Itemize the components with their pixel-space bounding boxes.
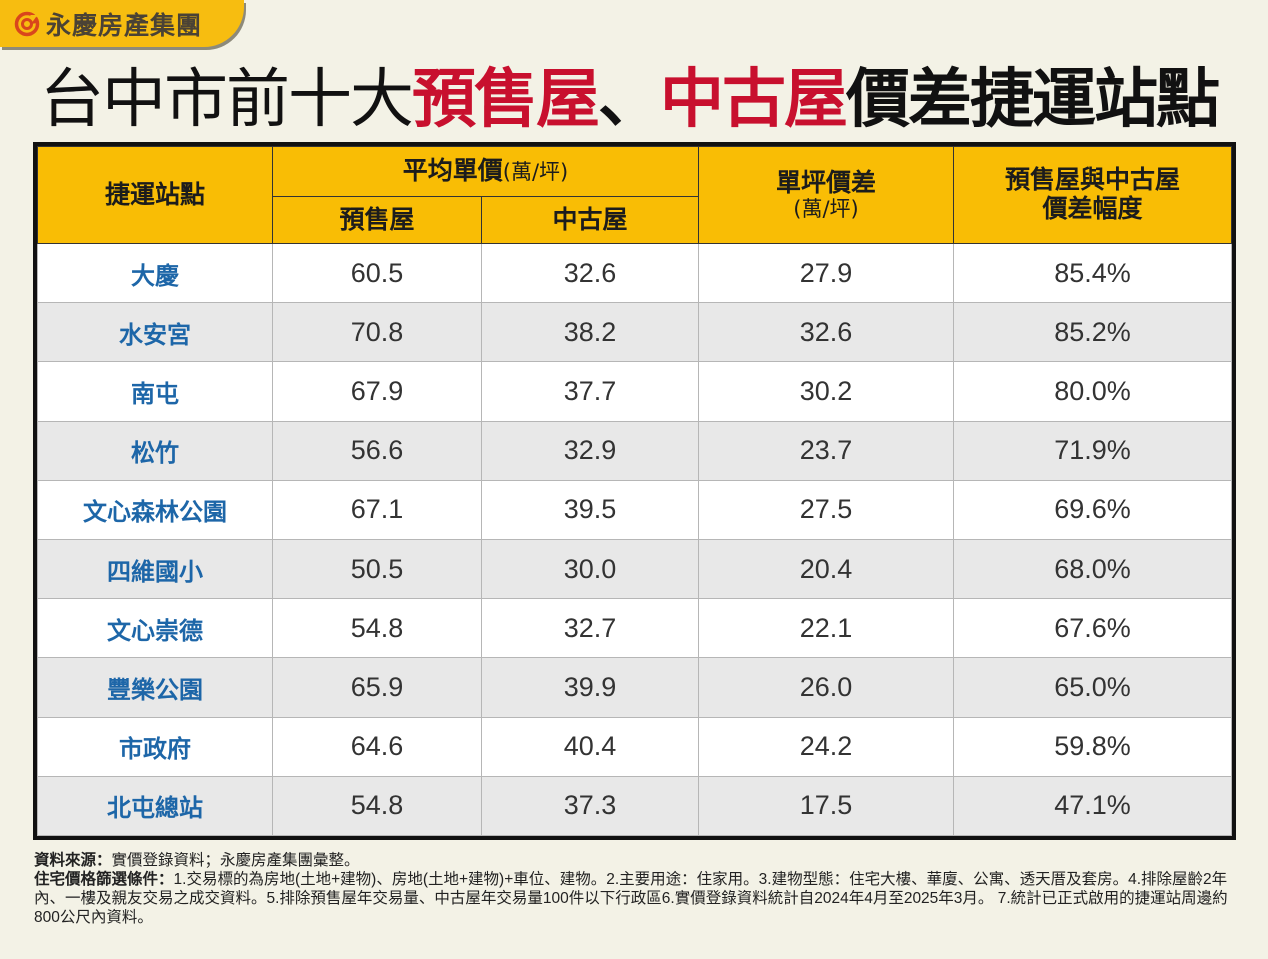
criteria-note: 住宅價格篩選條件：1.交易標的為房地(土地+建物)、房地(土地+建物)+車位、建…	[34, 870, 1234, 927]
cell-station: 南屯	[37, 361, 273, 422]
cell-station: 豐樂公園	[37, 657, 273, 718]
cell-gap: 85.4%	[953, 242, 1232, 304]
cell-gap: 47.1%	[953, 775, 1232, 837]
table-row: 水安宮 70.8 38.2 32.6 85.2%	[37, 302, 1232, 363]
cell-gap: 80.0%	[953, 361, 1232, 422]
cell-station: 大慶	[37, 242, 273, 304]
cell-diff: 27.5	[698, 479, 955, 540]
title-part-presale: 預售屋	[412, 63, 600, 137]
cell-station: 文心崇德	[37, 598, 273, 659]
header-diff: 單坪價差 (萬/坪)	[698, 146, 955, 244]
cell-diff: 30.2	[698, 361, 955, 422]
criteria-text: 1.交易標的為房地(土地+建物)、房地(土地+建物)+車位、建物。2.主要用途：…	[34, 871, 1228, 926]
cell-gap: 59.8%	[953, 716, 1232, 777]
table-row: 北屯總站 54.8 37.3 17.5 47.1%	[37, 775, 1232, 837]
cell-station: 北屯總站	[37, 775, 273, 837]
page-title: 台中市前十大預售屋、中古屋價差捷運站點	[40, 62, 1220, 138]
title-separator: 、	[598, 63, 662, 137]
table-row: 市政府 64.6 40.4 24.2 59.8%	[37, 716, 1232, 777]
price-gap-table: 捷運站點 平均單價(萬/坪) 單坪價差 (萬/坪) 預售屋與中古屋 價差幅度 預售屋…	[33, 142, 1236, 840]
title-part-city: 台中市前十大	[40, 63, 414, 137]
header-gap: 預售屋與中古屋 價差幅度	[953, 146, 1232, 244]
criteria-label: 住宅價格篩選條件：	[34, 871, 174, 888]
table-row: 文心森林公園 67.1 39.5 27.5 69.6%	[37, 479, 1232, 540]
cell-presale: 54.8	[272, 775, 482, 837]
header-gap-line2: 價差幅度	[1042, 194, 1143, 223]
table-row: 四維國小 50.5 30.0 20.4 68.0%	[37, 538, 1232, 600]
cell-diff: 26.0	[698, 657, 955, 718]
cell-station: 四維國小	[37, 538, 273, 600]
table-row: 大慶 60.5 32.6 27.9 85.4%	[37, 242, 1232, 304]
cell-presale: 56.6	[272, 420, 482, 481]
cell-presale: 67.1	[272, 479, 482, 540]
cell-diff: 23.7	[698, 420, 955, 481]
cell-diff: 17.5	[698, 775, 955, 837]
cell-presale: 60.5	[272, 242, 482, 304]
table-row: 松竹 56.6 32.9 23.7 71.9%	[37, 420, 1232, 481]
title-part-resale: 中古屋	[660, 63, 848, 137]
header-avg-price: 平均單價(萬/坪)	[271, 146, 700, 197]
cell-gap: 71.9%	[953, 420, 1232, 481]
header-station: 捷運站點	[37, 146, 273, 244]
table-row: 豐樂公園 65.9 39.9 26.0 65.0%	[37, 657, 1232, 718]
cell-presale: 50.5	[272, 538, 482, 600]
table-row: 南屯 67.9 37.7 30.2 80.0%	[37, 361, 1232, 422]
header-avg-price-label: 平均單價	[402, 156, 503, 186]
cell-resale: 32.6	[480, 242, 700, 304]
cell-resale: 32.7	[480, 598, 700, 659]
cell-station: 松竹	[37, 420, 273, 481]
cell-gap: 69.6%	[953, 479, 1232, 540]
brand-name: 永慶房產集團	[46, 10, 203, 40]
cell-presale: 64.6	[272, 716, 482, 777]
header-presale: 預售屋	[272, 196, 482, 244]
cell-resale: 40.4	[480, 716, 700, 777]
source-text: 實價登錄資料；永慶房產集團彙整。	[111, 852, 360, 869]
cell-station: 文心森林公園	[37, 479, 273, 540]
cell-diff: 24.2	[698, 716, 955, 777]
header-diff-label: 單坪價差	[776, 167, 877, 197]
cell-resale: 32.9	[480, 420, 700, 481]
cell-resale: 37.3	[480, 775, 700, 837]
cell-gap: 65.0%	[953, 657, 1232, 718]
footnotes: 資料來源：實價登錄資料；永慶房產集團彙整。 住宅價格篩選條件：1.交易標的為房地…	[34, 851, 1234, 927]
cell-resale: 30.0	[480, 538, 700, 600]
source-label: 資料來源：	[34, 852, 112, 869]
cell-resale: 39.5	[480, 479, 700, 540]
cell-diff: 20.4	[698, 538, 955, 600]
swirl-arrow-logo-icon	[14, 11, 40, 37]
cell-gap: 68.0%	[953, 538, 1232, 600]
cell-station: 水安宮	[37, 302, 273, 363]
cell-presale: 70.8	[272, 302, 482, 363]
cell-presale: 67.9	[272, 361, 482, 422]
cell-resale: 38.2	[480, 302, 700, 363]
cell-gap: 67.6%	[953, 598, 1232, 659]
cell-presale: 65.9	[272, 657, 482, 718]
header-avg-price-unit: (萬/坪)	[502, 160, 569, 185]
cell-resale: 37.7	[480, 361, 700, 422]
cell-diff: 27.9	[698, 242, 955, 304]
table-row: 文心崇德 54.8 32.7 22.1 67.6%	[37, 598, 1232, 659]
cell-gap: 85.2%	[953, 302, 1232, 363]
cell-station: 市政府	[37, 716, 273, 777]
title-part-rest: 價差捷運站點	[846, 63, 1220, 137]
brand-banner: 永慶房產集團	[0, 0, 244, 47]
source-note: 資料來源：實價登錄資料；永慶房產集團彙整。	[34, 851, 1234, 870]
cell-diff: 22.1	[698, 598, 955, 659]
header-resale: 中古屋	[480, 196, 700, 244]
header-gap-line1: 預售屋與中古屋	[1005, 165, 1181, 195]
header-diff-unit: (萬/坪)	[793, 197, 859, 222]
cell-presale: 54.8	[272, 598, 482, 659]
cell-resale: 39.9	[480, 657, 700, 718]
cell-diff: 32.6	[698, 302, 955, 363]
